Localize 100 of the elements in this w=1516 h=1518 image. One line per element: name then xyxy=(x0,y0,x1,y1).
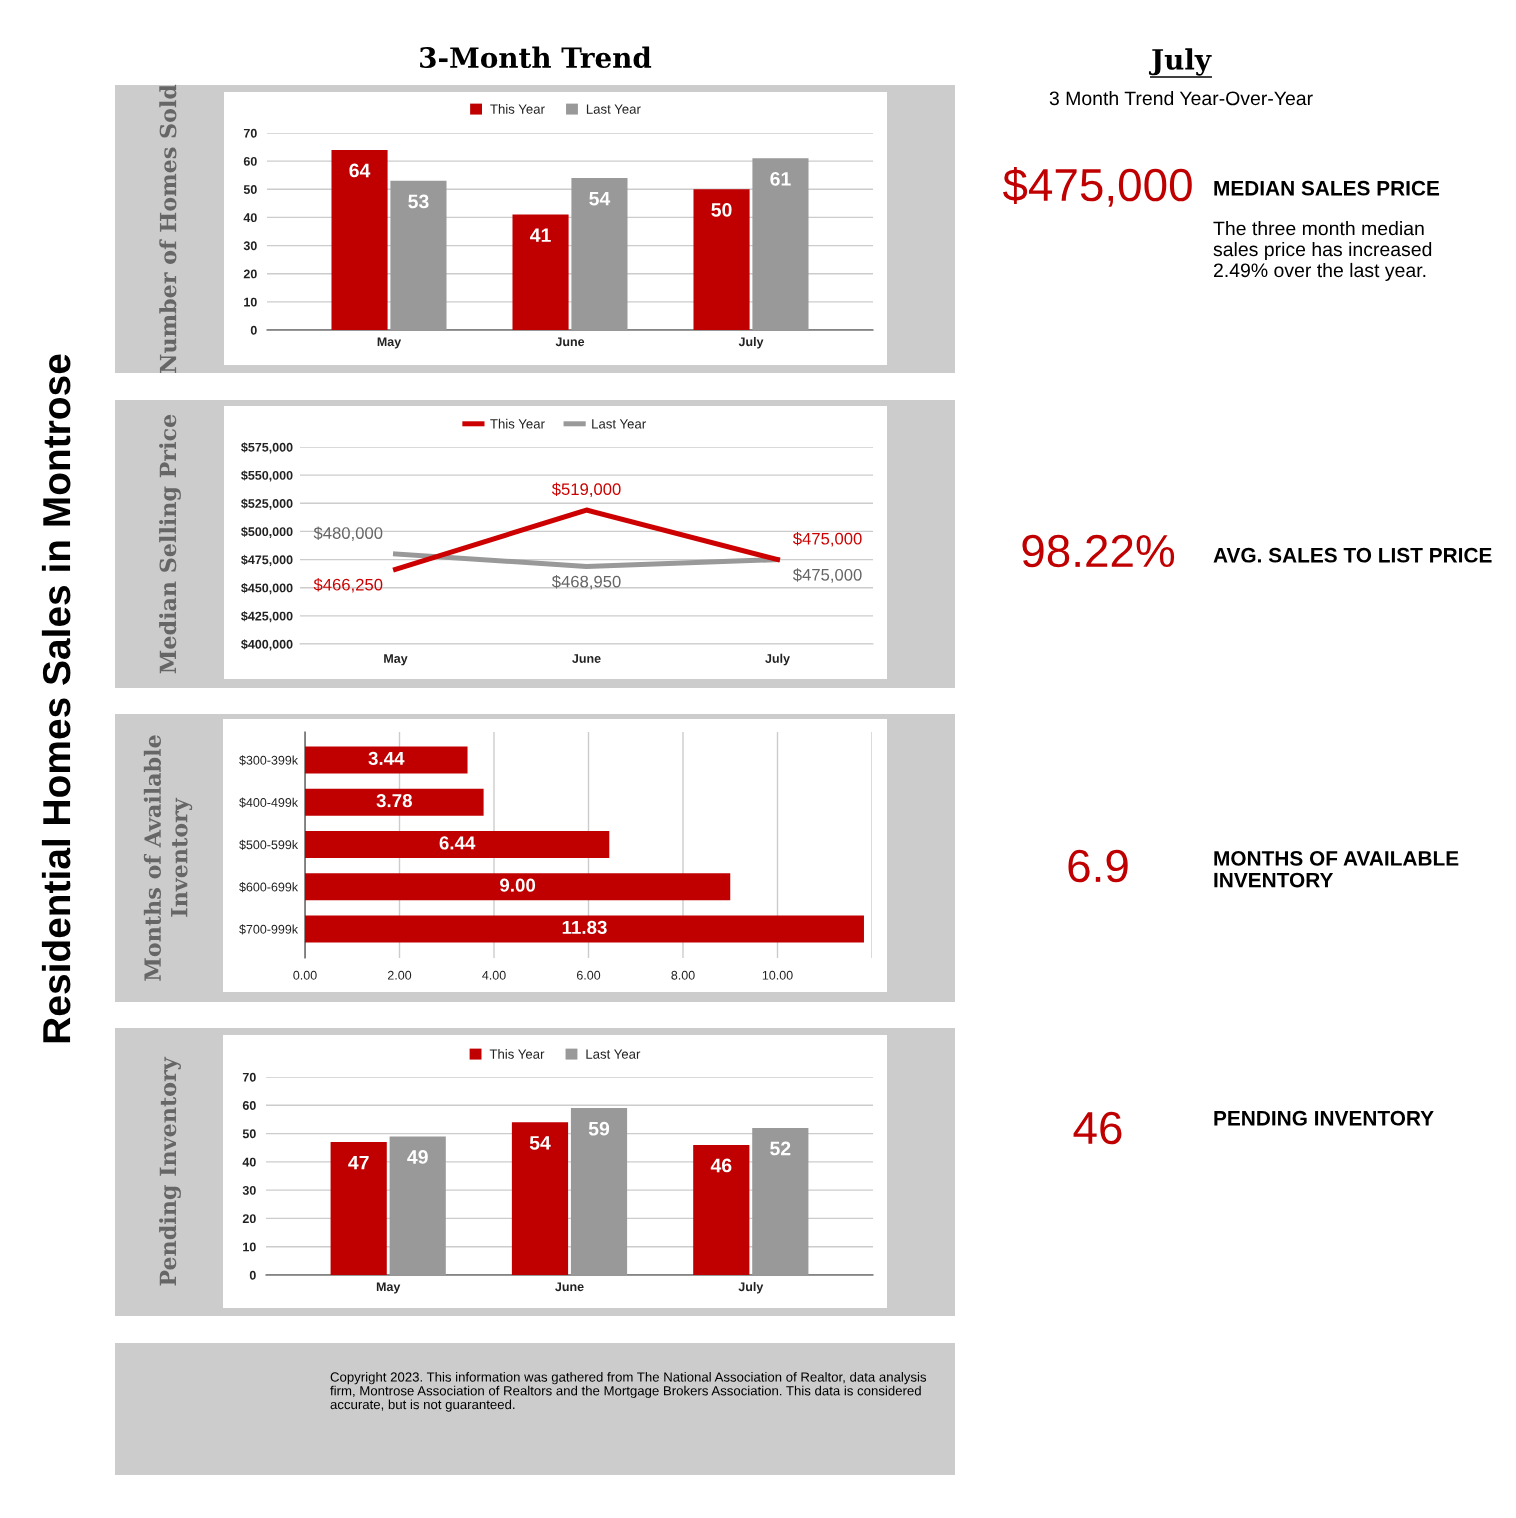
text: Residential Homes Sales in Montrose xyxy=(41,354,71,1043)
x-tick-label: 0.00 xyxy=(293,970,317,980)
bar xyxy=(305,830,610,859)
y-tick-label: 10 xyxy=(244,297,257,307)
data-label: 47 xyxy=(348,1155,369,1170)
x-tick-label: June xyxy=(555,337,585,347)
y-axis-title: Pending Inventory xyxy=(159,1056,181,1286)
legend-label: This Year xyxy=(490,104,545,114)
y-axis-title: Number of Homes Sold xyxy=(159,84,177,373)
data-label: $466,250 xyxy=(313,578,383,593)
y-tick-label: $450,000 xyxy=(241,582,293,595)
bar xyxy=(752,1127,809,1275)
text: 3 Month Trend Year-Over-Year xyxy=(1049,90,1313,106)
data-label: $475,000 xyxy=(792,532,862,547)
x-tick-label: June xyxy=(572,654,601,663)
y-axis-title: Median Selling Price xyxy=(159,414,181,674)
x-tick-label: July xyxy=(738,336,764,349)
y-tick-label: $475,000 xyxy=(241,554,293,567)
data-label: 41 xyxy=(530,228,551,242)
legend-label: This Year xyxy=(489,1049,545,1059)
data-label: $480,000 xyxy=(313,526,383,541)
y-tick-label: $550,000 xyxy=(241,470,293,482)
y-tick-label: 30 xyxy=(242,1185,256,1195)
bar xyxy=(511,1122,569,1275)
text: The three month median sales price has increased 2.49% over the last year. xyxy=(1213,221,1432,282)
x-tick-label: May xyxy=(384,654,408,666)
data-label: 6.44 xyxy=(439,836,476,850)
data-label: 64 xyxy=(349,163,371,178)
y-tick-label: $500,000 xyxy=(241,526,293,538)
y-tick-label: 0 xyxy=(250,325,257,335)
legend-label: This Year xyxy=(490,418,545,429)
x-tick-label: June xyxy=(555,1282,584,1292)
y-tick-label: $700-999k xyxy=(239,924,299,935)
data-label: 46 xyxy=(710,1158,732,1173)
x-tick-label: May xyxy=(376,1282,401,1294)
bar xyxy=(331,149,388,330)
text: MEDIAN SALES PRICE xyxy=(1214,180,1440,196)
y-tick-label: 20 xyxy=(243,269,257,279)
x-tick-label: 8.00 xyxy=(671,970,695,980)
data-label: $519,000 xyxy=(551,482,621,498)
bar xyxy=(330,1142,387,1275)
x-tick-label: July xyxy=(738,1281,764,1294)
y-tick-label: 10 xyxy=(243,1242,256,1252)
y-tick-label: $425,000 xyxy=(241,611,293,623)
x-tick-label: July xyxy=(765,653,790,666)
y-tick-label: $400-499k xyxy=(239,797,299,808)
y-tick-label: $400,000 xyxy=(241,639,293,651)
y-tick-label: 60 xyxy=(243,156,257,166)
bar xyxy=(693,189,750,330)
bar xyxy=(305,873,731,901)
data-label: 54 xyxy=(529,1136,551,1150)
bar xyxy=(512,214,569,330)
legend-label: Last Year xyxy=(586,104,641,114)
text: MONTHS OF AVAILABLE INVENTORY xyxy=(1214,851,1459,888)
text: $475,000 xyxy=(1002,166,1192,207)
y-tick-label: 30 xyxy=(243,241,257,251)
legend-label: Last Year xyxy=(592,419,646,429)
text: PENDING INVENTORY xyxy=(1214,1110,1434,1126)
chart-title: 3-Month Trend xyxy=(420,46,652,69)
x-tick-label: 4.00 xyxy=(482,970,506,980)
y-tick-label: 0 xyxy=(249,1270,256,1280)
data-label: 52 xyxy=(770,1141,791,1156)
text: 6.9 xyxy=(1068,849,1128,883)
text: Copyright 2023. This information was gathered from The National Association of Realtor, data analysis firm, Montrose Association of Realtors and the Mortgage Brokers Association. This data is considered accurate, but is not guaranteed. xyxy=(330,1372,927,1412)
x-tick-label: 10.00 xyxy=(762,970,793,980)
bar xyxy=(305,915,864,943)
y-tick-label: $300-399k xyxy=(239,755,299,766)
bar xyxy=(305,788,484,816)
x-tick-label: 2.00 xyxy=(387,970,412,980)
data-label: 59 xyxy=(588,1121,610,1136)
legend-label: Last Year xyxy=(586,1049,641,1059)
bar xyxy=(305,746,468,774)
y-tick-label: 70 xyxy=(242,1072,256,1082)
data-label: 11.83 xyxy=(562,920,607,935)
text: AVG. SALES TO LIST PRICE xyxy=(1213,547,1492,563)
data-label: 49 xyxy=(407,1150,428,1164)
data-label: 9.00 xyxy=(500,878,536,892)
text: 98.22% xyxy=(1022,534,1175,568)
bar xyxy=(752,158,809,330)
x-tick-label: 6.00 xyxy=(576,970,601,980)
data-label: 3.44 xyxy=(368,751,405,766)
y-tick-label: 40 xyxy=(243,213,257,223)
y-tick-label: 70 xyxy=(243,128,257,138)
y-tick-label: 20 xyxy=(242,1214,256,1224)
text: 46 xyxy=(1073,1111,1122,1145)
bar xyxy=(390,180,447,330)
y-tick-label: $525,000 xyxy=(241,498,293,510)
data-label: 50 xyxy=(711,202,732,217)
y-tick-label: $600-699k xyxy=(239,882,299,893)
data-label: 61 xyxy=(770,172,791,186)
bar xyxy=(571,178,628,330)
bar xyxy=(389,1136,446,1275)
data-label: 3.78 xyxy=(376,794,412,808)
bar xyxy=(693,1144,750,1275)
data-label: $475,000 xyxy=(792,568,862,583)
y-tick-label: 50 xyxy=(242,1129,256,1139)
y-tick-label: $500-599k xyxy=(239,839,299,850)
data-label: 53 xyxy=(408,194,429,209)
bar xyxy=(570,1108,628,1275)
y-tick-label: 50 xyxy=(243,185,257,194)
